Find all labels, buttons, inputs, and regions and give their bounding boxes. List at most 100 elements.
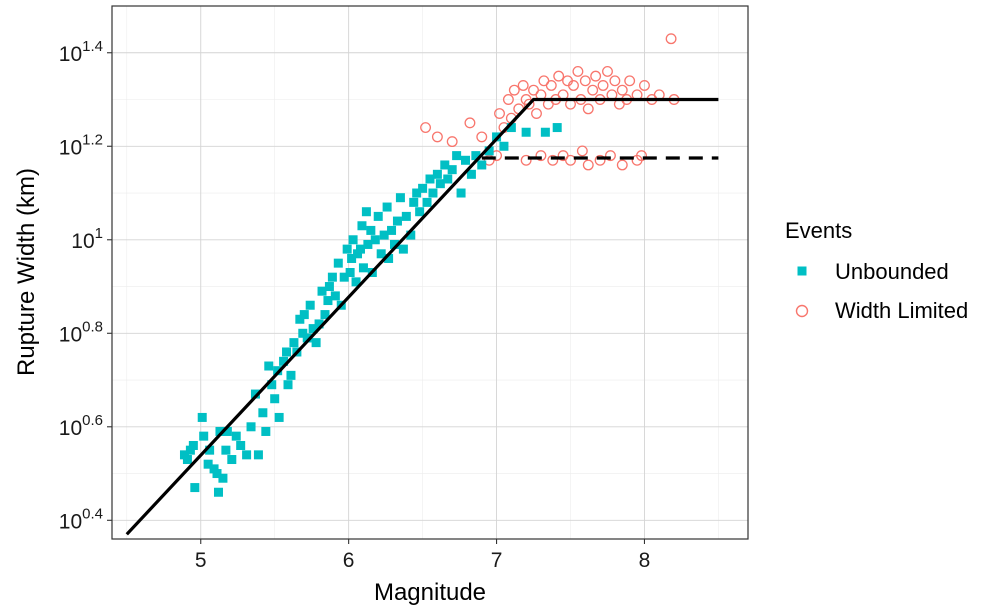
unbounded-point (521, 127, 531, 137)
width-limited-point (636, 150, 647, 162)
width-limited-point (508, 84, 520, 96)
unbounded-point (376, 249, 386, 259)
unbounded-point (264, 361, 274, 371)
unbounded-point (361, 207, 371, 217)
unbounded-point (324, 282, 334, 292)
unbounded-point (401, 211, 411, 221)
width-limited-point (565, 154, 576, 166)
width-limited-point (594, 154, 606, 166)
unbounded-point (227, 455, 237, 465)
unbounded-point (203, 459, 213, 469)
unbounded-point (471, 151, 481, 161)
unbounded-point (418, 183, 428, 193)
unbounded-point (261, 426, 271, 436)
x-axis: 5 6 7 8 (195, 539, 650, 572)
unbounded-point (270, 394, 280, 404)
unbounded-point (267, 380, 277, 390)
width-limited-point (476, 131, 488, 143)
unbounded-point (447, 165, 457, 175)
width-limited-point (665, 33, 677, 45)
width-limited-point (582, 103, 594, 115)
y-axis: 100.4 100.6 100.8 101 101.2 101.4 (59, 38, 112, 533)
legend-title: Events (785, 218, 852, 243)
width-limited-point (597, 80, 609, 91)
width-limited-point (491, 150, 503, 162)
unbounded-point (477, 160, 487, 170)
unbounded-point (221, 445, 231, 455)
y-tick-label: 101 (71, 225, 103, 253)
x-tick-label: 8 (639, 549, 651, 572)
unbounded-point (185, 445, 195, 455)
unbounded-point (282, 347, 292, 357)
unbounded-point (222, 426, 232, 436)
width-limited-point (590, 70, 602, 82)
unbounded-point (339, 272, 349, 282)
unbounded-point (395, 193, 405, 203)
unbounded-point (460, 155, 470, 165)
unbounded-point (345, 268, 355, 277)
width-limited-point (464, 117, 476, 129)
unbounded-point (253, 450, 263, 460)
solid-fit-line (125, 97, 719, 536)
unbounded-point (412, 188, 422, 198)
unbounded-point (415, 207, 425, 217)
unbounded-point (283, 380, 293, 390)
unbounded-point (379, 230, 389, 240)
unbounded-point (327, 272, 337, 282)
unbounded-point (466, 169, 476, 179)
y-tick-label: 101.4 (59, 38, 103, 66)
major-gridlines (112, 6, 748, 539)
unbounded-point (188, 440, 198, 450)
width-limited-point (639, 80, 650, 91)
y-tick-label: 100.8 (59, 318, 103, 346)
unbounded-point (363, 239, 373, 249)
legend-key-circle (795, 304, 809, 318)
unbounded-point (440, 160, 450, 170)
width-limited-point (568, 80, 579, 91)
unbounded-point (342, 244, 352, 254)
unbounded-point (452, 151, 462, 161)
unbounded-point (302, 333, 312, 343)
unbounded-point (552, 123, 562, 133)
width-limited-point (579, 75, 591, 87)
unbounded-point (179, 450, 189, 460)
unbounded-point (355, 244, 365, 254)
width-limited-point (517, 80, 529, 91)
unbounded-point (231, 431, 241, 441)
unbounded-point (428, 188, 438, 198)
unbounded-point (358, 263, 368, 273)
width-limited-point (604, 150, 616, 162)
width-limited-point (553, 70, 565, 82)
width-limited-point (576, 145, 588, 157)
unbounded-point (311, 338, 321, 348)
unbounded-point (392, 216, 402, 226)
x-tick-label: 5 (195, 549, 207, 572)
width-limited-point (431, 131, 443, 143)
unbounded-point (425, 174, 435, 184)
unbounded-point (317, 286, 327, 296)
unbounded-point (435, 179, 445, 189)
unbounded-point (299, 310, 309, 320)
unbounded-point (236, 440, 246, 450)
unbounded-point (213, 487, 223, 497)
unbounded-point (409, 197, 419, 207)
width-limited-point (616, 84, 628, 96)
unbounded-point (406, 230, 416, 240)
unbounded-point (382, 202, 392, 212)
unbounded-point (351, 277, 361, 287)
unbounded-point (258, 408, 268, 418)
x-tick-label: 6 (343, 549, 355, 572)
unbounded-point (390, 239, 400, 249)
unbounded-point (422, 197, 432, 207)
unbounded-point (357, 221, 367, 231)
unbounded-point (506, 123, 516, 133)
unbounded-point (286, 370, 296, 380)
y-tick-label: 101.2 (59, 131, 103, 159)
unbounded-point (333, 258, 343, 268)
y-tick-label: 100.4 (59, 505, 103, 533)
plot-panel-border (111, 5, 749, 540)
unbounded-point (366, 225, 376, 235)
unbounded-point (540, 127, 550, 137)
unbounded-point (305, 300, 315, 310)
